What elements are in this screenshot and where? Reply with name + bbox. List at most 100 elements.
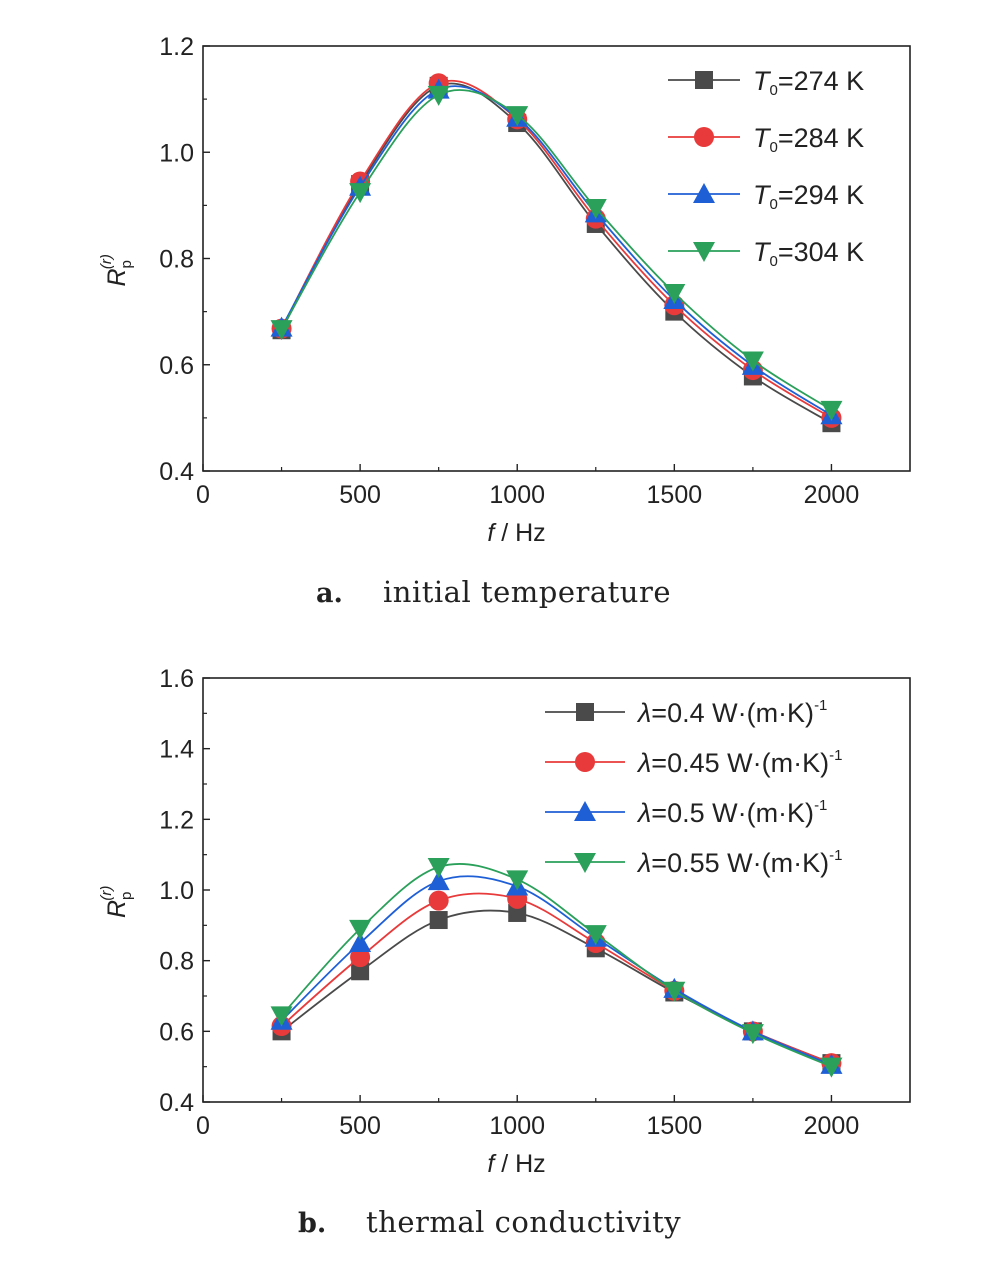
- y-tick-label: 0.6: [159, 1018, 194, 1046]
- legend-label-text: =284 K: [778, 123, 864, 153]
- x-axis-label-unit: / Hz: [494, 1150, 545, 1178]
- chart-panel-b: 0 500 1000 1500 2000 0.4 0.6 0.8 1.0 1.2 1.4 1.6 f /…: [98, 665, 911, 1178]
- data-point: [427, 858, 450, 879]
- legend-label-var: λ: [636, 698, 651, 728]
- y-tick-label: 1.0: [159, 139, 194, 167]
- legend-label-sub: 0: [770, 196, 778, 213]
- legend-label: λ=0.4 W·(m·K)-1: [636, 697, 827, 728]
- legend-swatch-marker: [695, 71, 713, 89]
- data-point: [351, 962, 370, 981]
- y-tick-label: 0.8: [159, 246, 194, 274]
- legend-label-var: λ: [636, 748, 651, 778]
- data-point: [663, 981, 686, 1002]
- legend-label: T0=304 K: [753, 237, 864, 270]
- legend-item: T0=294 K: [668, 180, 864, 213]
- x-axis-ticks: 0 500 1000 1500 2000: [196, 464, 859, 509]
- data-point: [820, 1057, 843, 1078]
- data-point: [270, 1006, 293, 1027]
- data-point: [428, 890, 449, 911]
- legend-label-text: =0.5 W·(m·K): [651, 798, 814, 828]
- legend-swatch-marker: [574, 801, 596, 821]
- y-axis-label-sup: (r): [98, 886, 115, 901]
- legend-label: λ=0.55 W·(m·K)-1: [636, 847, 842, 878]
- data-point: [349, 932, 372, 952]
- caption-letter: b.: [298, 1208, 326, 1239]
- x-tick-label: 0: [196, 481, 210, 509]
- y-axis-label-sup: (r): [98, 254, 115, 269]
- x-axis-ticks: 0 500 1000 1500 2000: [196, 1095, 859, 1140]
- y-tick-label: 1.2: [159, 33, 194, 61]
- y-axis-ticks: 0.4 0.6 0.8 1.0 1.2: [159, 33, 210, 486]
- legend-swatch-marker: [694, 127, 714, 147]
- y-tick-label: 0.8: [159, 948, 194, 976]
- caption-text: thermal conductivity: [366, 1205, 681, 1239]
- legend-label-text: =0.4 W·(m·K): [651, 698, 814, 728]
- panel-caption: a. initial temperature: [316, 575, 671, 609]
- x-tick-label: 1000: [489, 481, 545, 509]
- legend-item: T0=274 K: [668, 66, 864, 99]
- x-axis-label: f / Hz: [487, 519, 545, 547]
- y-axis-label-sub: p: [118, 892, 135, 900]
- y-tick-label: 0.4: [159, 458, 194, 486]
- legend-label-var: λ: [636, 798, 651, 828]
- legend-label-sub: 0: [770, 139, 778, 156]
- series-3: [270, 85, 843, 421]
- caption-text: initial temperature: [383, 575, 671, 609]
- x-tick-label: 1500: [647, 481, 703, 509]
- data-point: [741, 351, 764, 372]
- legend-label-var: T: [753, 237, 772, 267]
- legend-label-text: =274 K: [778, 66, 864, 96]
- legend-item: λ=0.5 W·(m·K)-1: [545, 797, 827, 828]
- x-axis-label-unit: / Hz: [494, 519, 545, 547]
- data-point: [584, 925, 607, 946]
- x-tick-label: 500: [339, 1112, 381, 1140]
- legend-swatch-marker: [693, 183, 715, 203]
- y-axis-label-sub: p: [118, 260, 135, 268]
- legend-label: T0=294 K: [753, 180, 864, 213]
- legend: λ=0.4 W·(m·K)-1λ=0.45 W·(m·K)-1λ=0.5 W·(…: [545, 697, 842, 878]
- data-point: [506, 106, 529, 127]
- data-point: [427, 870, 450, 891]
- y-tick-label: 1.6: [159, 665, 194, 693]
- y-tick-label: 1.0: [159, 877, 194, 905]
- data-point: [508, 903, 527, 922]
- legend-label: λ=0.5 W·(m·K)-1: [636, 797, 827, 828]
- legend: T0=274 KT0=284 KT0=294 KT0=304 K: [668, 66, 864, 270]
- legend-swatch-marker: [575, 752, 595, 772]
- legend-label-sup: -1: [814, 797, 827, 814]
- y-axis-label-var: R: [103, 268, 131, 286]
- y-tick-label: 1.4: [159, 736, 194, 764]
- x-axis-label-var: f: [487, 1150, 497, 1178]
- data-point: [506, 870, 529, 891]
- legend-item: λ=0.45 W·(m·K)-1: [545, 747, 842, 778]
- legend-label: λ=0.45 W·(m·K)-1: [636, 747, 842, 778]
- data-point: [741, 1024, 764, 1045]
- x-axis-label-var: f: [487, 519, 497, 547]
- series-3: [270, 858, 843, 1078]
- legend-label-var: T: [753, 123, 772, 153]
- legend-label-sup: -1: [814, 697, 827, 714]
- legend-label-sup: -1: [829, 847, 842, 864]
- data-point: [349, 919, 372, 940]
- x-tick-label: 0: [196, 1112, 210, 1140]
- legend-label-sup: -1: [829, 747, 842, 764]
- x-axis-label: f / Hz: [487, 1150, 545, 1178]
- chart-panel-a: 0 500 1000 1500 2000 0.4 0.6 0.8 1.0 1.2 f / Hz Rp(…: [98, 33, 911, 547]
- legend-label-text: =0.45 W·(m·K): [651, 748, 829, 778]
- legend-swatch-marker: [693, 242, 715, 262]
- panel-caption: b. thermal conductivity: [298, 1205, 681, 1239]
- y-axis-ticks: 0.4 0.6 0.8 1.0 1.2 1.4 1.6: [159, 665, 210, 1117]
- legend-label-var: λ: [636, 848, 651, 878]
- data-point: [429, 911, 448, 930]
- legend-label-var: T: [753, 66, 772, 96]
- plot-frame: [202, 677, 911, 1103]
- legend-swatch-marker: [574, 853, 596, 873]
- y-axis-label: Rp(r): [98, 886, 135, 918]
- caption-letter: a.: [316, 578, 343, 609]
- series-1: [271, 888, 842, 1074]
- data-point: [663, 284, 686, 305]
- y-tick-label: 0.6: [159, 352, 194, 380]
- y-axis-label: Rp(r): [98, 254, 135, 286]
- y-tick-label: 0.4: [159, 1089, 194, 1117]
- legend-label: T0=284 K: [753, 123, 864, 156]
